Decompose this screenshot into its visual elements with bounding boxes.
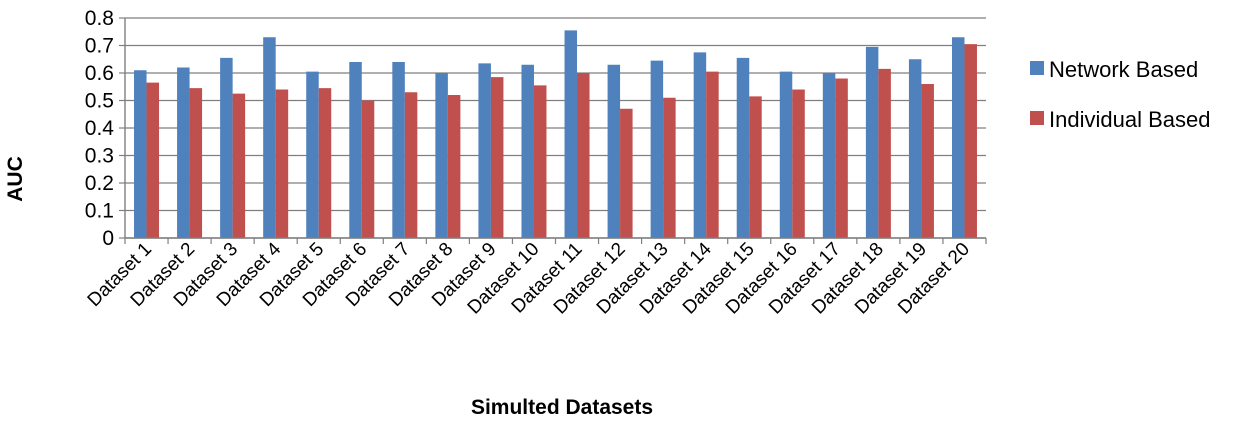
bar-individual-based — [318, 88, 332, 238]
bar-individual-based — [361, 100, 375, 238]
bar-individual-based — [792, 89, 805, 238]
bar-network-based — [306, 71, 319, 238]
legend-label: Individual Based — [1049, 107, 1210, 132]
y-tick-label: 0.2 — [85, 172, 114, 195]
bar-individual-based — [878, 68, 891, 238]
bar-individual-based — [663, 97, 676, 238]
y-tick-label: 0.3 — [85, 145, 114, 168]
y-tick-label: 0.4 — [85, 117, 115, 140]
y-tick-label: 0.6 — [85, 62, 114, 85]
bar-network-based — [263, 37, 276, 238]
bar-network-based — [349, 62, 362, 238]
y-tick-label: 0.8 — [85, 7, 114, 30]
legend: Network Based Individual Based — [1030, 57, 1210, 132]
bar-individual-based — [447, 95, 461, 238]
bar-network-based — [177, 67, 190, 238]
bar-network-based — [478, 63, 491, 238]
x-axis — [124, 18, 987, 244]
bar-network-based — [779, 71, 793, 238]
bar-network-based — [693, 52, 707, 238]
legend-swatch — [1030, 61, 1044, 75]
bars — [134, 30, 977, 238]
y-tick-label: 0.5 — [85, 90, 114, 113]
x-axis-title: Simulted Datasets — [471, 396, 653, 419]
bar-individual-based — [921, 84, 934, 238]
legend-swatch — [1030, 111, 1044, 125]
gridlines — [119, 17, 986, 239]
bar-individual-based — [835, 78, 848, 238]
bar-individual-based — [275, 89, 289, 238]
bar-network-based — [822, 73, 836, 238]
bar-network-based — [220, 57, 233, 238]
legend-label: Network Based — [1049, 57, 1198, 82]
bar-individual-based — [620, 108, 633, 238]
bar-individual-based — [964, 44, 977, 238]
bar-individual-based — [706, 71, 719, 238]
bar-network-based — [951, 37, 965, 238]
bar-individual-based — [404, 92, 418, 238]
bar-network-based — [134, 70, 147, 238]
bar-network-based — [908, 59, 922, 238]
bar-network-based — [392, 62, 405, 238]
y-tick-label: 0.1 — [85, 200, 114, 223]
bar-individual-based — [577, 73, 590, 238]
bar-network-based — [521, 64, 534, 238]
bar-individual-based — [232, 93, 246, 238]
bar-network-based — [607, 64, 621, 238]
bar-individual-based — [189, 88, 203, 238]
y-tick-label: 0 — [102, 227, 114, 250]
bar-network-based — [865, 46, 879, 238]
bar-network-based — [564, 30, 578, 238]
y-tick-label: 0.7 — [85, 35, 114, 58]
bar-network-based — [435, 73, 448, 238]
bar-network-based — [650, 60, 664, 238]
bar-network-based — [736, 57, 750, 238]
bar-individual-based — [146, 82, 160, 238]
y-axis-title: AUC — [4, 156, 27, 202]
bar-individual-based — [749, 96, 762, 238]
y-axis-ticks: 0 0.1 0.2 0.3 0.4 0.5 0.6 0.7 0.8 — [85, 7, 115, 250]
bar-individual-based — [533, 85, 547, 238]
bar-individual-based — [490, 77, 504, 238]
